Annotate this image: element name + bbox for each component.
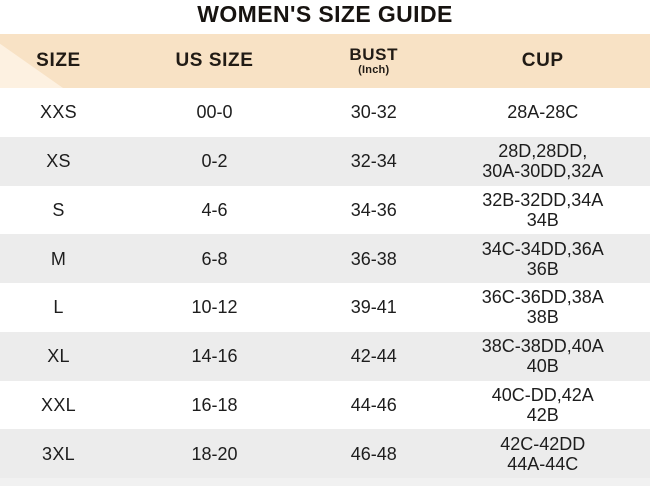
cell-size: 3XL [42,443,75,464]
cell-us-size: 00-0 [196,102,233,123]
table-row: XS 0-2 32-34 28D,28DD, 30A-30DD,32A [0,136,650,186]
cell-size: XXS [40,102,77,123]
cell-size: L [53,297,64,318]
cell-size: M [50,248,67,269]
cell-bust: 30-32 [350,102,397,123]
table-body: XXS 00-0 30-32 28A-28C XS 0-2 32-34 28D,… [0,88,650,478]
table-row: XXL 16-18 44-46 40C-DD,42A 42B [0,380,650,430]
cell-us-size: 4-6 [201,199,228,220]
bust-label: BUST [349,44,399,64]
cell-size: XS [46,151,71,172]
title-block: WOMEN'S SIZE GUIDE [0,0,650,34]
bust-unit-label: (Inch) [358,63,390,76]
cell-bust: 39-41 [350,297,397,318]
table-row: M 6-8 36-38 34C-34DD,36A 36B [0,234,650,283]
table-row: 3XL 18-20 46-48 42C-42DD 44A-44C [0,429,650,478]
table-row: L 10-12 39-41 36C-36DD,38A 38B [0,283,650,332]
cell-cup: 28A-28C [507,102,579,123]
table-row: S 4-6 34-36 32B-32DD,34A 34B [0,185,650,235]
header-cell-size: SIZE [36,50,81,72]
cell-bust: 46-48 [350,443,397,464]
page-title: WOMEN'S SIZE GUIDE [197,1,453,27]
cell-bust: 44-46 [350,394,397,415]
cell-cup: 38C-38DD,40A 40B [481,336,604,377]
cell-bust: 34-36 [350,199,397,220]
cell-cup: 32B-32DD,34A 34B [482,189,604,230]
cell-us-size: 16-18 [191,394,238,415]
cell-cup: 42C-42DD 44A-44C [500,433,586,474]
cell-cup: 36C-36DD,38A 38B [481,287,604,328]
cell-cup: 40C-DD,42A 42B [491,384,594,425]
table-row: XL 14-16 42-44 38C-38DD,40A 40B [0,331,650,381]
cell-size: S [52,199,65,220]
cell-us-size: 18-20 [191,443,238,464]
cell-us-size: 6-8 [201,248,228,269]
header-cell-us-size: US SIZE [175,50,254,72]
cell-us-size: 10-12 [191,297,238,318]
header-cell-bust: BUST (Inch) [312,44,436,76]
cell-cup: 28D,28DD, 30A-30DD,32A [482,141,604,182]
cell-us-size: 0-2 [201,151,228,172]
table-row: XXS 00-0 30-32 28A-28C [0,88,650,137]
table-header-row: SIZE US SIZE BUST (Inch) CUP [0,34,650,88]
cell-size: XL [47,346,70,367]
header-cell-cup: CUP [521,50,564,72]
cell-us-size: 14-16 [191,346,238,367]
cell-cup: 34C-34DD,36A 36B [481,238,604,279]
bottom-strip-decoration [0,478,650,486]
cell-size: XXL [41,394,76,415]
cell-bust: 36-38 [350,248,397,269]
cell-bust: 42-44 [350,346,397,367]
cell-bust: 32-34 [350,151,397,172]
